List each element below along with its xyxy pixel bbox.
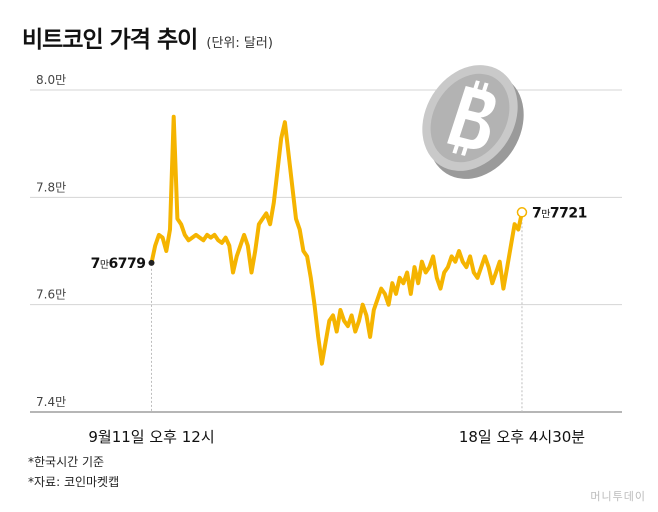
price-line [149, 114, 524, 366]
source-note: *자료: 코인마켓캡 [28, 475, 120, 489]
publisher-credit: 머니투데이 [590, 490, 646, 503]
x-tick-label: 9월11일 오후 12시 [88, 428, 214, 446]
start-point-marker [148, 259, 155, 266]
chart-title-block: 비트코인 가격 추이 (단위: 달러) [22, 20, 273, 54]
chart-unit: (단위: 달러) [206, 36, 273, 51]
footnotes: *한국시간 기준 *자료: 코인마켓캡 [28, 452, 119, 492]
chart-title: 비트코인 가격 추이 [22, 27, 198, 53]
x-tick-label: 18일 오후 4시30분 [459, 428, 585, 446]
value-markers: 7만6779 7만7721 [91, 205, 588, 272]
y-tick-label: 7.8만 [36, 180, 66, 194]
start-value-label: 7만6779 [91, 256, 146, 272]
y-tick-label: 8.0만 [36, 73, 66, 87]
y-tick-label: 7.4만 [36, 395, 66, 409]
y-tick-label: 7.6만 [36, 288, 66, 302]
y-axis-labels: 7.4만 7.6만 7.8만 8.0만 [36, 73, 66, 409]
bitcoin-coin-icon [422, 65, 524, 179]
price-chart: 7.4만 7.6만 7.8만 8.0만 7만6779 7만7721 9월11일 오후 1… [30, 65, 622, 446]
x-axis-labels: 9월11일 오후 12시 18일 오후 4시30분 [88, 428, 585, 446]
end-value-label: 7만7721 [532, 205, 587, 221]
timezone-note: *한국시간 기준 [28, 455, 105, 469]
end-point-marker [516, 207, 528, 218]
x-guide-lines [151, 218, 523, 412]
gridlines [30, 89, 622, 413]
